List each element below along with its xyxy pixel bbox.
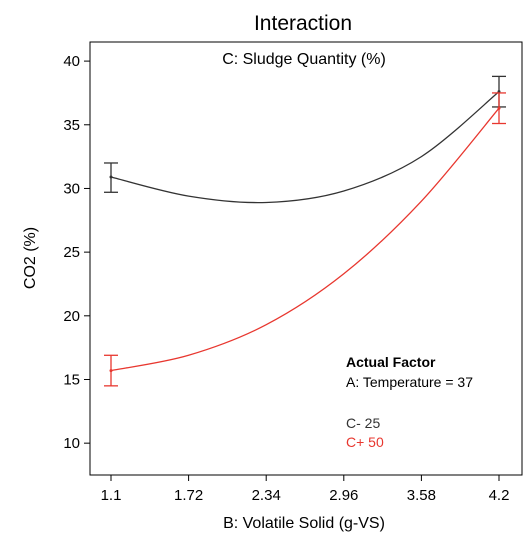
x-tick-label: 1.1 xyxy=(101,487,122,504)
x-tick-label: 4.2 xyxy=(489,487,510,504)
data-point xyxy=(497,106,501,110)
x-tick-label: 2.96 xyxy=(329,487,358,504)
x-tick-label: 1.72 xyxy=(174,487,203,504)
y-tick-label: 20 xyxy=(63,308,80,325)
error-bar xyxy=(104,162,118,193)
data-point xyxy=(109,369,113,373)
x-tick-label: 3.58 xyxy=(407,487,436,504)
y-tick-label: 35 xyxy=(63,117,80,134)
data-point xyxy=(109,175,113,179)
series-line-0 xyxy=(110,91,500,204)
legend-entry-c-plus: C+ 50 xyxy=(346,434,384,450)
plot-frame xyxy=(89,41,523,476)
series-layer xyxy=(104,75,506,387)
x-axis-label: B: Volatile Solid (g-VS) xyxy=(223,515,385,532)
legend-title: Actual Factor xyxy=(346,354,436,370)
y-axis-label: CO2 (%) xyxy=(22,227,39,289)
legend-factor: A: Temperature = 37 xyxy=(346,374,473,390)
y-tick-label: 25 xyxy=(63,244,80,261)
y-tick-label: 40 xyxy=(63,53,80,70)
chart-subtitle: C: Sludge Quantity (%) xyxy=(222,51,386,68)
y-tick-label: 15 xyxy=(63,371,80,388)
chart-title: Interaction xyxy=(254,12,352,35)
x-tick-label: 2.34 xyxy=(252,487,281,504)
x-axis: 1.1 1.72 2.34 2.96 3.58 4.2 xyxy=(101,475,510,504)
legend: Actual Factor A: Temperature = 37 C- 25 … xyxy=(346,354,473,450)
error-bar xyxy=(104,354,118,387)
legend-entry-c-minus: C- 25 xyxy=(346,415,380,431)
error-bar xyxy=(492,92,506,125)
series-line-1 xyxy=(110,107,500,372)
y-axis: 10 15 20 25 30 35 40 xyxy=(63,53,90,452)
y-tick-label: 30 xyxy=(63,180,80,197)
y-tick-label: 10 xyxy=(63,435,80,452)
